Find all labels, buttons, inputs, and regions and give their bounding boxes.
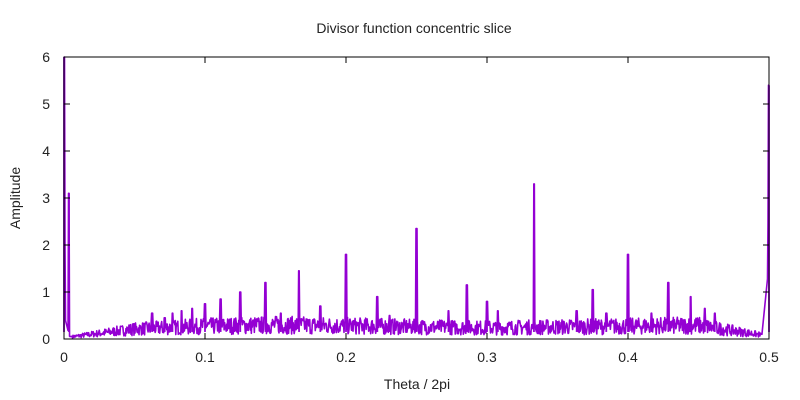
y-axis-label: Amplitude — [7, 167, 23, 229]
y-tick-label: 1 — [42, 284, 50, 300]
x-tick-label: 0.2 — [336, 349, 356, 365]
x-axis-label: Theta / 2pi — [384, 376, 450, 392]
x-tick-label: 0 — [60, 349, 68, 365]
y-tick-label: 2 — [42, 237, 50, 253]
plot-area — [63, 56, 770, 339]
y-tick-label: 0 — [42, 331, 50, 347]
axis-ticks: 0 0.1 0.2 0.3 0.4 0.5 0 1 2 3 4 5 6 — [42, 49, 779, 365]
x-tick-label: 0.3 — [477, 349, 497, 365]
x-tick-label: 0.5 — [759, 349, 779, 365]
x-tick-label: 0.4 — [618, 349, 638, 365]
y-tick-label: 5 — [42, 96, 50, 112]
y-tick-label: 6 — [42, 49, 50, 65]
y-tick-label: 3 — [42, 190, 50, 206]
y-tick-label: 4 — [42, 143, 50, 159]
x-tick-label: 0.1 — [195, 349, 215, 365]
chart-title: Divisor function concentric slice — [316, 20, 512, 36]
